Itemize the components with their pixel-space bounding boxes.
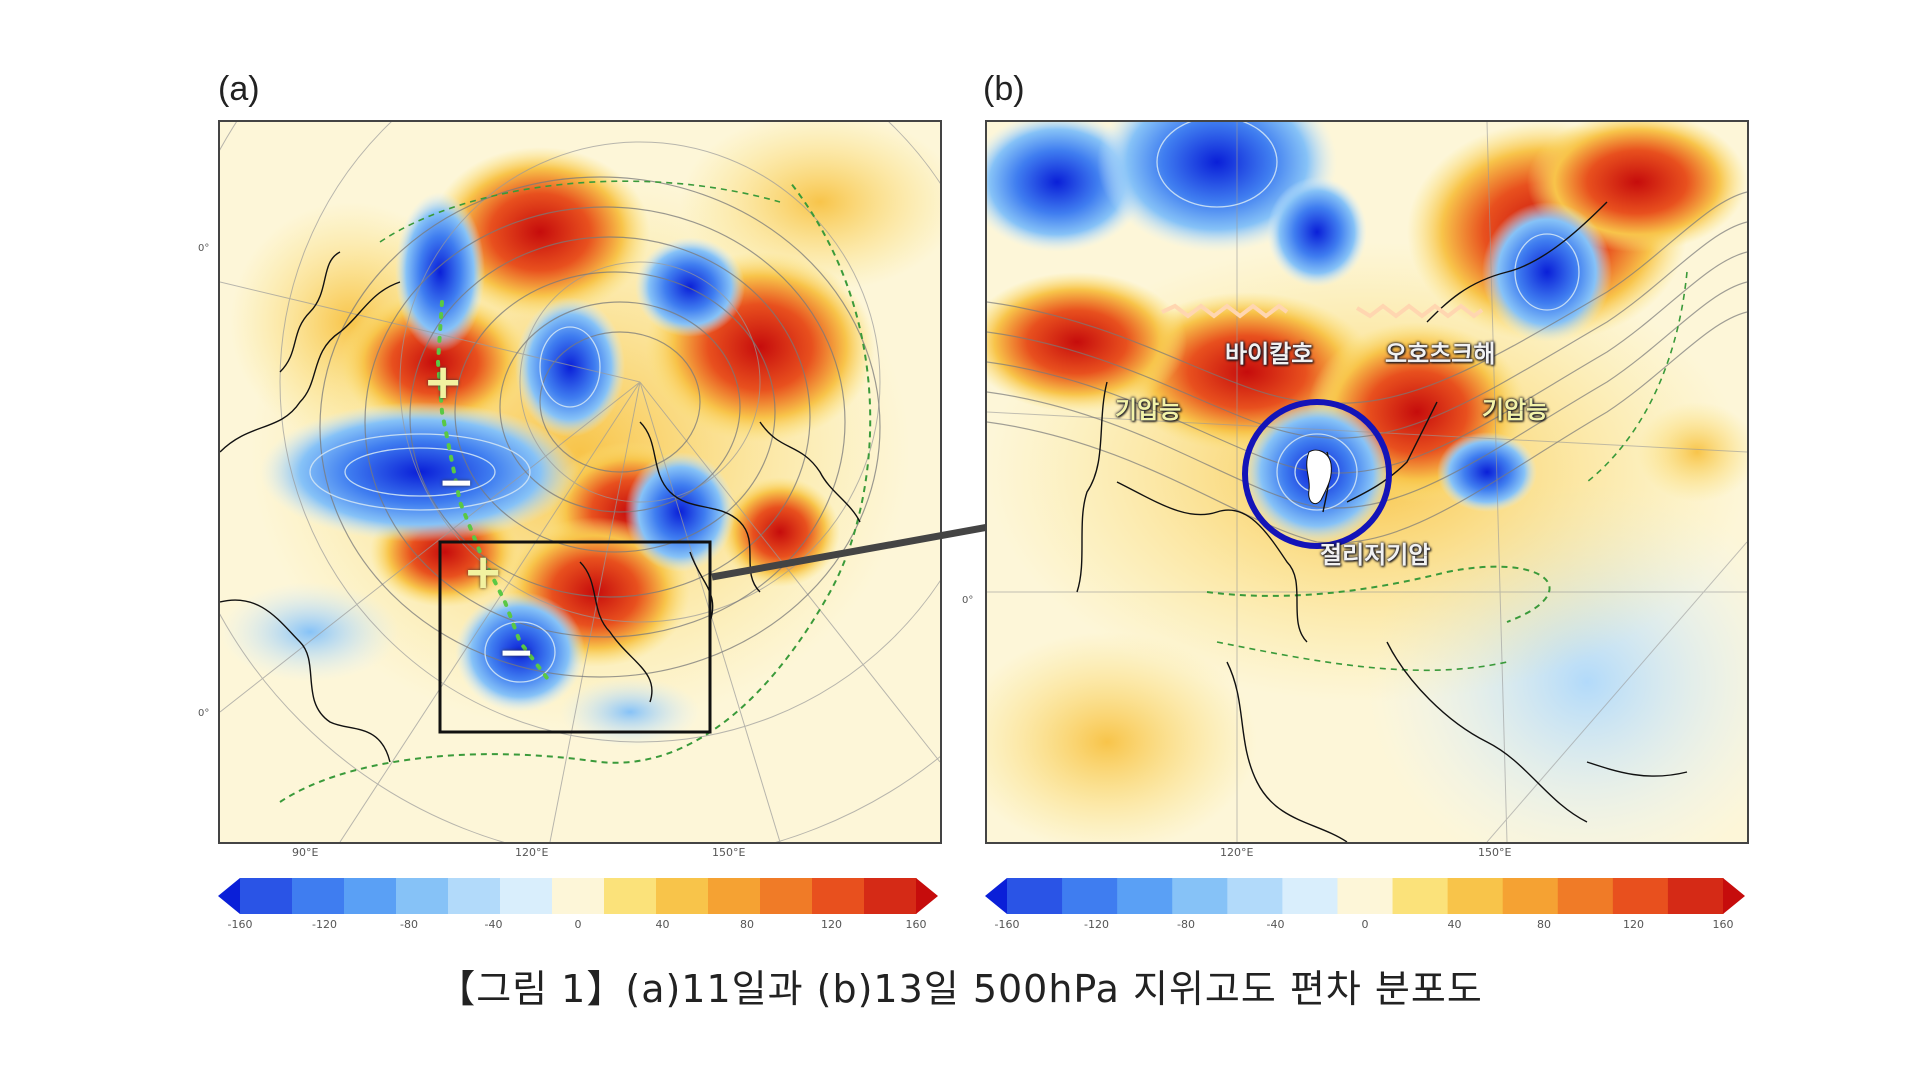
panel-a-lon-label-150: 150°E: [712, 846, 746, 859]
annotation-baikal: 바이칼호: [1225, 340, 1314, 368]
colorbar-swatch: [1282, 878, 1338, 914]
colorbar-swatch: [1447, 878, 1504, 914]
colorbar-tick-label: 40: [655, 918, 670, 931]
colorbar-extend-high: [1723, 878, 1745, 914]
panel-a-lat-label-1: 0°: [198, 243, 210, 254]
panel-a-anomaly-field: [220, 122, 940, 842]
colorbar-tick-label: 80: [1537, 918, 1551, 931]
colorbar-tick-label: 40: [1447, 918, 1462, 931]
colorbar-swatch: [500, 878, 553, 914]
colorbar-tick-label: 80: [740, 918, 754, 931]
panel-b-lon-label-120: 120°E: [1220, 846, 1254, 859]
figure-caption: 【그림 1】(a)11일과 (b)13일 500hPa 지위고도 편차 분포도: [437, 967, 1483, 1011]
colorbar-swatch: [1062, 878, 1118, 914]
colorbar-swatch: [864, 878, 917, 914]
panel-a-lon-label-90: 90°E: [292, 846, 319, 859]
colorbar-b: -160 -120 -80 -40 0 40 80 120 160: [985, 878, 1745, 938]
colorbar-swatch: [240, 878, 293, 914]
colorbar-tick-label: -40: [484, 918, 503, 931]
colorbar-swatch: [1227, 878, 1283, 914]
colorbar-swatch: [1612, 878, 1669, 914]
colorbar-a: -160 -120 -80 -40 0 40 80 120 160: [218, 878, 938, 938]
colorbar-tick-label: 0: [574, 918, 582, 931]
annotation-cutoff-low: 절리저기압: [1320, 541, 1431, 569]
colorbar-swatch: [812, 878, 865, 914]
colorbar-swatch: [1337, 878, 1394, 914]
minus-sign-1: −: [438, 457, 475, 508]
panel-b-map: 바이칼호 오호츠크해 기압능 기압능 절리저기압: [985, 120, 1749, 844]
colorbar-b-swatches: [985, 878, 1745, 914]
colorbar-swatch: [1502, 878, 1559, 914]
colorbar-tick-label: -80: [400, 918, 418, 931]
panel-b-label: (b): [983, 70, 1025, 108]
colorbar-tick-label: -160: [994, 918, 1020, 931]
panel-a-map: + − + −: [218, 120, 942, 844]
panel-b-lat-label: 0°: [962, 595, 974, 606]
annotation-okhotsk: 오호츠크해: [1385, 340, 1496, 368]
colorbar-swatch: [552, 878, 605, 914]
colorbar-swatch: [1557, 878, 1614, 914]
colorbar-tick-label: -120: [312, 918, 337, 931]
minus-sign-2: −: [498, 627, 535, 678]
colorbar-swatch: [656, 878, 709, 914]
colorbar-swatch: [1117, 878, 1173, 914]
colorbar-tick-label: 160: [1712, 918, 1734, 931]
annotation-ridge-left: 기압능: [1115, 396, 1182, 424]
colorbar-tick-label: -120: [1084, 918, 1109, 931]
panel-a-lat-label-2: 0°: [198, 708, 210, 719]
annotation-ridge-right: 기압능: [1482, 396, 1549, 424]
colorbar-tick-label: 120: [1623, 918, 1644, 931]
plus-sign-1: +: [423, 354, 464, 410]
colorbar-extend-low: [985, 878, 1007, 914]
panel-a-label: (a): [218, 70, 260, 108]
colorbar-swatch: [708, 878, 761, 914]
plus-sign-2: +: [463, 544, 504, 600]
colorbar-tick-label: -40: [1266, 918, 1285, 931]
panel-a-lon-label-120: 120°E: [515, 846, 549, 859]
panel-b-anomaly-field: [987, 122, 1747, 842]
colorbar-swatch: [1392, 878, 1449, 914]
colorbar-swatch: [1667, 878, 1724, 914]
colorbar-extend-low: [218, 878, 240, 914]
colorbar-tick-label: 0: [1361, 918, 1369, 931]
colorbar-tick-label: -80: [1177, 918, 1195, 931]
colorbar-swatch: [292, 878, 345, 914]
colorbar-swatch: [604, 878, 657, 914]
colorbar-swatch: [448, 878, 501, 914]
colorbar-swatch: [1007, 878, 1063, 914]
colorbar-extend-high: [916, 878, 938, 914]
panel-b-lon-label-150: 150°E: [1478, 846, 1512, 859]
colorbar-swatch: [1172, 878, 1228, 914]
colorbar-a-swatches: [218, 878, 938, 914]
colorbar-swatch: [760, 878, 813, 914]
colorbar-tick-label: 120: [821, 918, 842, 931]
colorbar-tick-label: 160: [905, 918, 927, 931]
colorbar-swatch: [396, 878, 449, 914]
colorbar-tick-label: -160: [227, 918, 253, 931]
colorbar-swatch: [344, 878, 397, 914]
